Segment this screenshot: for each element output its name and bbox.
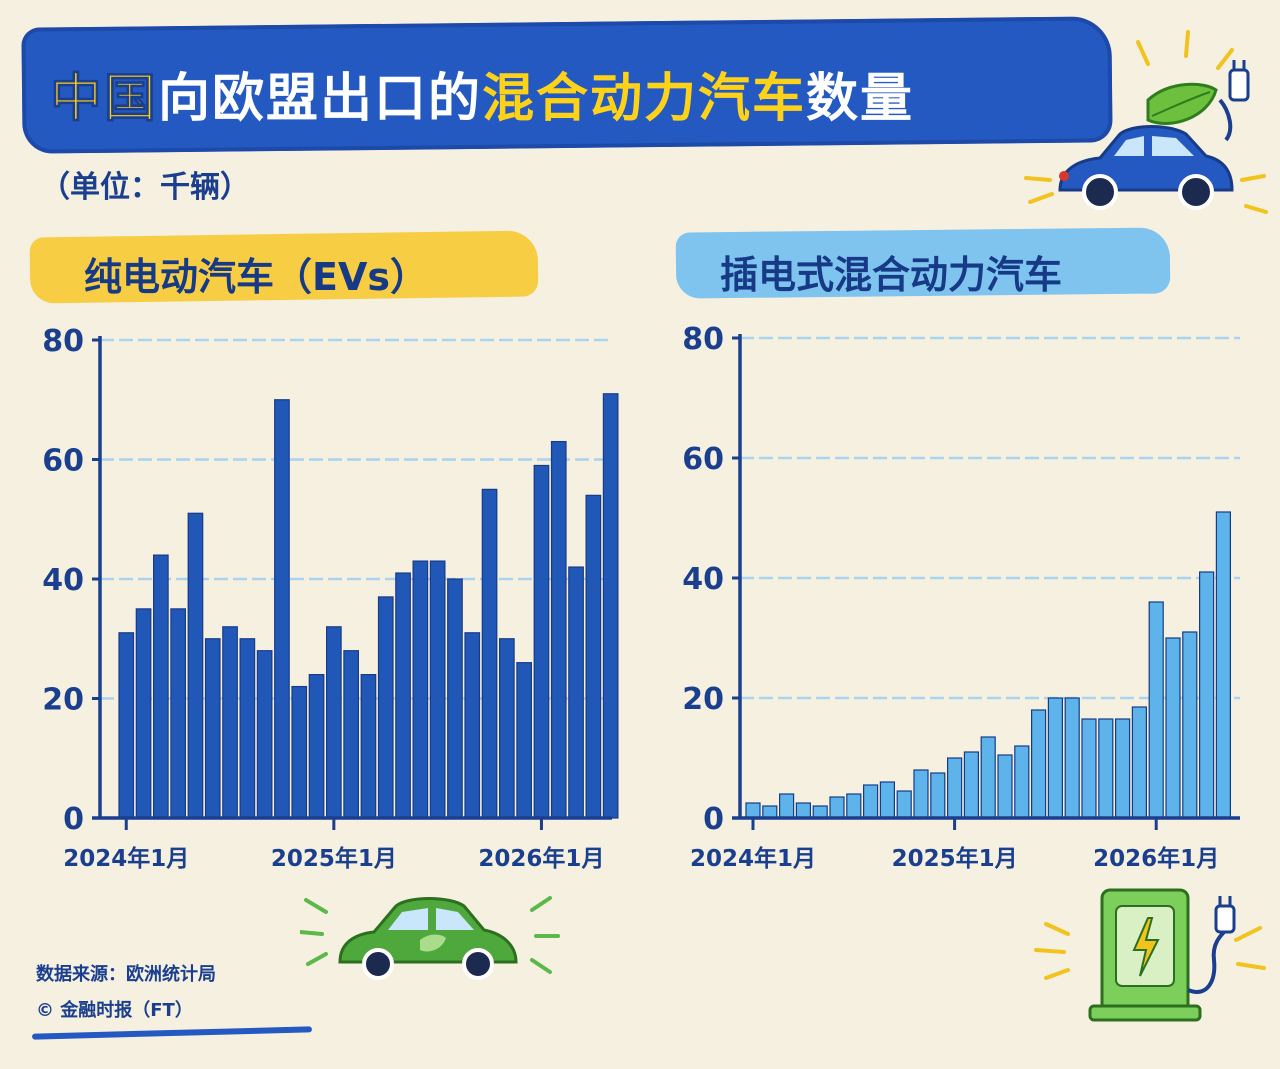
phev-bar [1165, 637, 1181, 819]
phev-bar [896, 790, 912, 819]
title-part-count: 数量 [806, 69, 915, 129]
phev-x-tick-label: 2024年1月 [690, 845, 816, 872]
car-leaf-plug-icon [1024, 30, 1268, 214]
title-part-hybrid: 混合动力汽车 [482, 69, 807, 129]
source-line-copyright: © 金融时报（FT） [36, 1000, 193, 1021]
phev-bar [980, 736, 996, 819]
page-title: 中国向欧盟出口的混合动力汽车数量 [49, 56, 915, 131]
unit-subtitle: （单位：千辆） [40, 170, 250, 205]
ev-x-tick-label: 2025年1月 [271, 845, 397, 872]
ev-chart-title: 纯电动汽车（EVs） [84, 255, 428, 299]
phev-bar [1182, 631, 1198, 819]
phev-bar [1047, 697, 1064, 819]
phev-bar [862, 784, 879, 819]
ev-y-tick-label: 60 [42, 444, 84, 479]
phev-y-tick-label: 60 [682, 442, 724, 477]
ev-y-tick-label: 20 [42, 683, 84, 718]
phev-bar [997, 754, 1013, 819]
ev-y-tick-label: 40 [42, 563, 84, 598]
phev-bar [1030, 709, 1047, 819]
phev-bar [812, 805, 828, 819]
phev-bar [946, 757, 963, 819]
phev-bar [913, 769, 929, 819]
ev-x-tick-label: 2026年1月 [478, 845, 604, 872]
source-note: 数据来源：欧洲统计局 © 金融时报（FT） [36, 960, 216, 1032]
phev-bar [762, 805, 778, 819]
source-line-data: 数据来源：欧洲统计局 [36, 964, 216, 985]
phev-chart-title: 插电式混合动力汽车 [720, 253, 1063, 297]
phev-bar [1131, 706, 1148, 819]
phev-bar [829, 796, 845, 819]
ev-x-tick-label: 2024年1月 [63, 845, 189, 872]
phev-bar [1014, 745, 1030, 819]
charger-icon [1034, 888, 1266, 1022]
phev-bar [1081, 718, 1097, 819]
phev-bar [778, 793, 795, 819]
phev-bar [1114, 718, 1131, 819]
ev-y-tick-label: 0 [63, 802, 84, 837]
title-part-export: 向欧盟出口的 [158, 69, 483, 129]
phev-bar [846, 793, 862, 819]
phev-x-tick-label: 2025年1月 [892, 845, 1018, 872]
phev-bar [963, 751, 980, 819]
phev-bar [795, 802, 812, 819]
phev-bar [879, 781, 896, 819]
phev-bar [1198, 571, 1215, 819]
phev-bar [1148, 601, 1164, 819]
title-part-china: 中国 [49, 69, 159, 130]
phev-bar [930, 772, 946, 819]
phev-y-tick-label: 20 [682, 682, 724, 717]
phev-y-tick-label: 0 [703, 802, 724, 837]
phev-x-tick-label: 2026年1月 [1093, 845, 1219, 872]
phev-bar [1215, 511, 1232, 819]
green-car-icon [300, 896, 560, 980]
phev-bar [1098, 718, 1114, 819]
phev-y-tick-label: 40 [682, 562, 724, 597]
phev-bar [745, 802, 761, 819]
phev-y-tick-label: 80 [682, 322, 724, 357]
phev-bar [1064, 697, 1080, 819]
ev-y-tick-label: 80 [42, 324, 84, 359]
